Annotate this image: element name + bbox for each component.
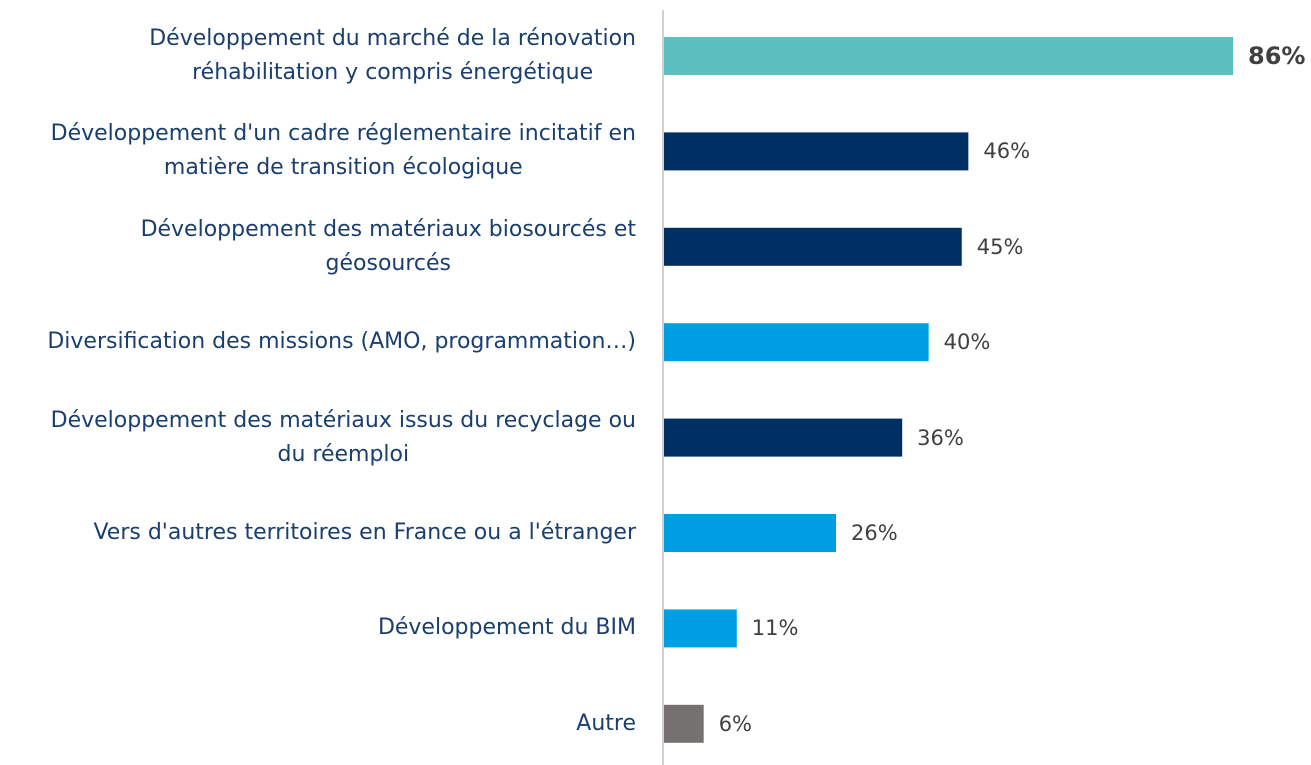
category-label: Développement des matériaux biosourcés e… bbox=[140, 216, 636, 276]
value-label: 46% bbox=[983, 139, 1031, 164]
bar bbox=[664, 609, 737, 648]
category-label: Vers d'autres territoires en France ou a… bbox=[93, 520, 636, 545]
category-label: Développement des matériaux issus du rec… bbox=[50, 407, 636, 467]
category-label: Diversification des missions (AMO, progr… bbox=[47, 329, 636, 355]
bar bbox=[664, 418, 903, 457]
bar bbox=[664, 37, 1233, 75]
bar bbox=[664, 514, 837, 552]
category-label: Développement du BIM bbox=[377, 615, 636, 641]
bar bbox=[664, 132, 969, 171]
value-label: 45% bbox=[976, 234, 1024, 259]
bar bbox=[664, 704, 704, 743]
value-label: 86% bbox=[1248, 42, 1306, 70]
value-label: 26% bbox=[851, 521, 898, 545]
value-label: 6% bbox=[718, 711, 753, 736]
value-label: 11% bbox=[751, 616, 799, 641]
value-label: 36% bbox=[917, 425, 964, 450]
value-label: 40% bbox=[943, 330, 991, 355]
category-label: Autre bbox=[576, 710, 636, 736]
category-label: Développement d'un cadre réglementaire i… bbox=[50, 121, 636, 181]
bar bbox=[664, 227, 962, 266]
bar bbox=[664, 323, 929, 362]
category-label: Développement du marché de la rénovation… bbox=[149, 26, 636, 85]
